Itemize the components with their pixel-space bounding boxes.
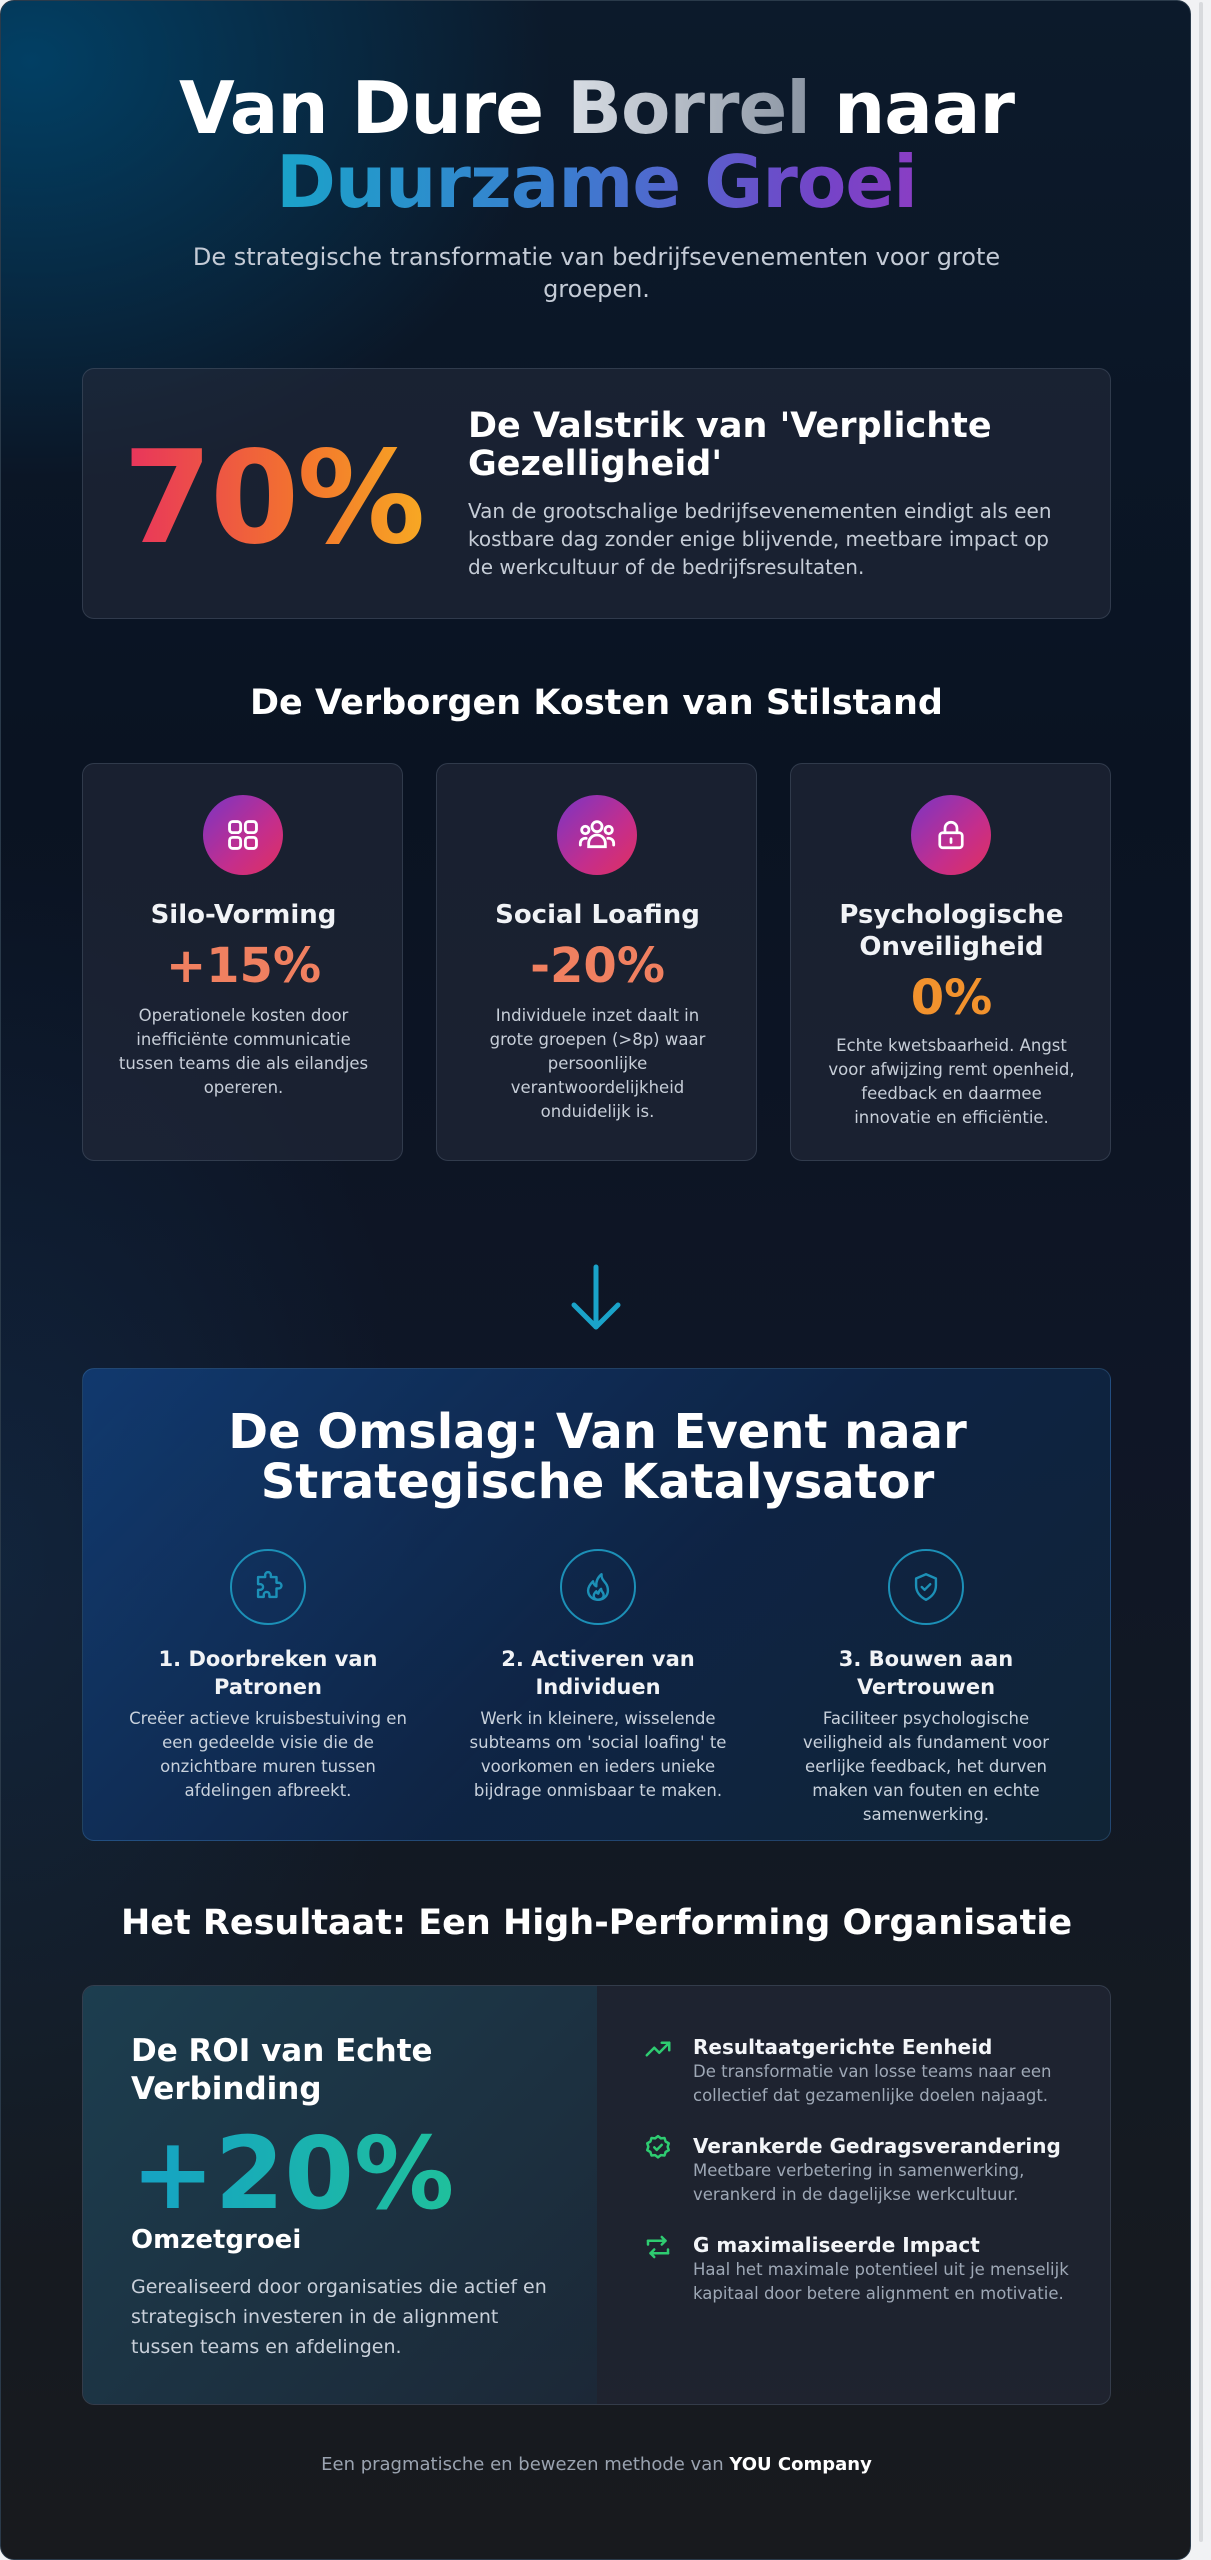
benefit-title: Verankerde Gedragsverandering [693, 2134, 1061, 2158]
benefit-description: De transformatie van losse teams naar ee… [693, 2062, 1052, 2105]
grid-icon [203, 795, 283, 875]
arrows-exchange-icon [643, 2232, 673, 2262]
hero-title-line2: Duurzame Groei [276, 140, 918, 224]
step-description: Creëer actieve kruisbestuiving en een ge… [129, 1709, 407, 1800]
step-title: 2. Activeren van Individuen [501, 1647, 695, 1699]
roi-label: Omzetgroei [131, 2225, 302, 2255]
trap-text: Van de grootschalige bedrijfsevenementen… [468, 499, 1052, 579]
costs-section-title: De Verborgen Kosten van Stilstand [250, 683, 943, 723]
step-title: 1. Doorbreken van Patronen [158, 1647, 378, 1699]
scrollbar[interactable] [1191, 0, 1211, 2560]
trap-stat: 70% [123, 424, 425, 573]
step-description: Faciliteer psychologische veiligheid als… [802, 1709, 1050, 1824]
trending-up-icon [643, 2034, 673, 2064]
hero-title: Van Dure Borrel naar Duurzame Groei [1, 71, 1190, 224]
footer: Een pragmatische en bewezen methode van … [1, 2453, 1190, 2477]
cost-card-silo: Silo-Vorming +15% Operationele kosten do… [82, 763, 403, 1161]
cost-value: +15% [165, 938, 322, 994]
flame-icon [560, 1549, 636, 1625]
group-icon [557, 795, 637, 875]
shield-check-icon [888, 1549, 964, 1625]
cost-description: Echte kwetsbaarheid. Angst voor afwijzin… [828, 1036, 1075, 1127]
footer-brand: YOU Company [729, 2454, 872, 2475]
cost-description: Individuele inzet daalt in grote groepen… [489, 1006, 706, 1121]
trap-title: De Valstrik van 'Verplichte Gezelligheid… [468, 406, 992, 484]
hero-title-part3: naar [809, 66, 1015, 150]
hero-subtitle: De strategische transformatie van bedrij… [192, 243, 1001, 303]
step-title: 3. Bouwen aan Vertrouwen [838, 1647, 1014, 1699]
roi-value: +20% [131, 2115, 455, 2232]
roi-heading: De ROI van Echte Verbinding [131, 2033, 433, 2107]
hero-title-part1: Van Dure [178, 66, 568, 150]
step-description: Werk in kleinere, wisselende subteams om… [469, 1709, 727, 1800]
footer-text: Een pragmatische en bewezen methode van [321, 2454, 730, 2475]
result-section-title: Het Resultaat: Een High-Performing Organ… [120, 1903, 1073, 1943]
roi-description: Gerealiseerd door organisaties die actie… [131, 2276, 547, 2358]
roi-card: De ROI van Echte Verbinding +20% Omzetgr… [82, 1985, 1111, 2405]
roi-panel: De ROI van Echte Verbinding +20% Omzetgr… [83, 1986, 597, 2404]
cost-value: 0% [910, 970, 993, 1026]
arrow-down-icon [566, 1263, 626, 1333]
benefit-title: Resultaatgerichte Eenheid [693, 2035, 993, 2059]
turnaround-title: De Omslag: Van Event naar Strategische K… [228, 1404, 967, 1510]
cost-value: -20% [530, 938, 665, 994]
benefit-title: G maximaliseerde Impact [693, 2233, 980, 2257]
turnaround-card: De Omslag: Van Event naar Strategische K… [82, 1368, 1111, 1841]
puzzle-icon [230, 1549, 306, 1625]
cost-card-social-loafing: Social Loafing -20% Individuele inzet da… [436, 763, 757, 1161]
trap-card: 70% De Valstrik van 'Verplichte Gezellig… [82, 368, 1111, 619]
lock-icon [911, 795, 991, 875]
cost-description: Operationele kosten door inefficiënte co… [118, 1006, 369, 1097]
badge-check-icon [643, 2133, 673, 2163]
benefit-description: Haal het maximale potentieel uit je mens… [693, 2260, 1069, 2303]
scrollbar-thumb[interactable] [1199, 2, 1203, 2542]
cost-name: Silo-Vorming [150, 900, 337, 930]
benefit-description: Meetbare verbetering in samenwerking, ve… [693, 2161, 1025, 2204]
cost-card-psych-unsafety: Psychologische Onveiligheid 0% Echte kwe… [790, 763, 1111, 1161]
cost-name: Psychologische Onveiligheid [839, 900, 1064, 962]
hero-title-part2: Borrel [567, 66, 811, 150]
cost-name: Social Loafing [495, 900, 700, 930]
